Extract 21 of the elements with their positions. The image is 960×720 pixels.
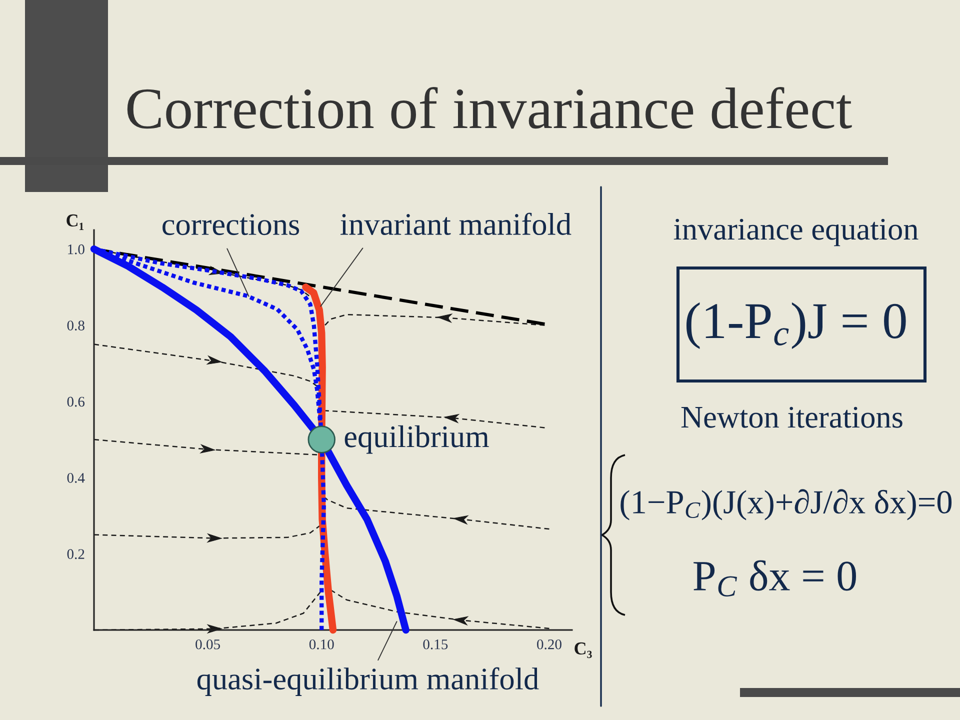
- y-tick-label: 0.2: [67, 549, 84, 560]
- chart-title: Correction of invariance defect: [127, 86, 852, 129]
- annotation: corrections: [162, 214, 300, 236]
- annotation: invariant manifold: [340, 212, 572, 236]
- x-tick-label: 0.05: [196, 639, 220, 650]
- text: (1-P$_{c}$)J = 0: [686, 302, 906, 349]
- text: P$_{C}$ δx = 0: [694, 560, 856, 597]
- text: invariance equation: [674, 218, 918, 246]
- annotation: equilibrium: [344, 425, 489, 454]
- text: (1−P$_{C}$)(J(x)+∂J/∂x δx)=0: [620, 489, 952, 520]
- y-tick-label: 0.8: [67, 320, 84, 331]
- x-tick-label: 0.20: [537, 639, 562, 650]
- y-tick-label: 0.6: [67, 396, 85, 407]
- annotation: quasi-equilibrium manifold: [197, 667, 539, 696]
- x-tick-label: 0.10: [309, 639, 334, 650]
- y-tick-label: 0.4: [67, 472, 85, 483]
- y-axis-title: C₁: [66, 214, 84, 230]
- text: Newton iterations: [681, 406, 902, 428]
- x-tick-label: 0.15: [423, 639, 448, 650]
- y-tick-label: 1.0: [68, 244, 84, 254]
- x-axis-title: C₃: [574, 642, 592, 658]
